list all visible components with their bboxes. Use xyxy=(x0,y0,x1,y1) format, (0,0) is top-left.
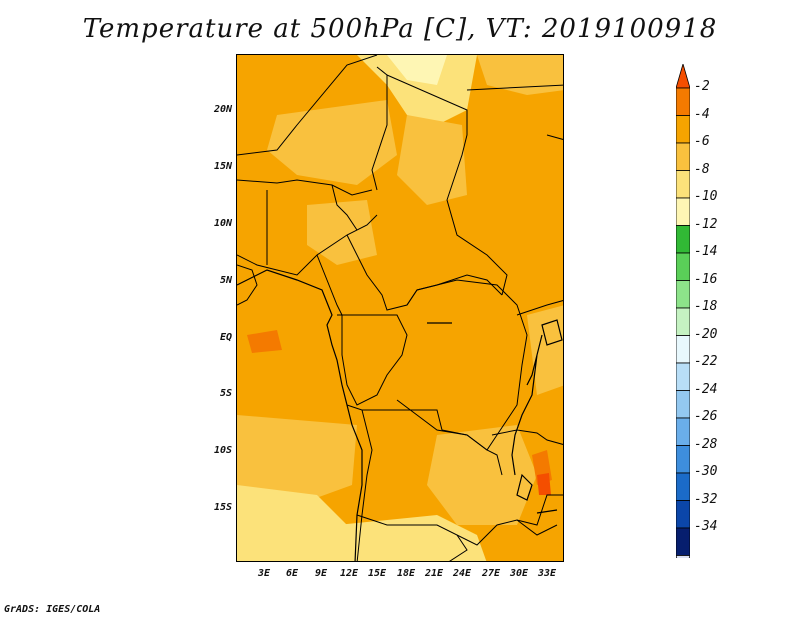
colorbar-segment xyxy=(676,445,690,474)
colorbar-segment xyxy=(676,362,690,391)
lon-label: 6E xyxy=(285,568,299,579)
colorbar-tick-label: -26 xyxy=(694,409,718,424)
colorbar-tick-label: -10 xyxy=(694,189,718,204)
colorbar-segment xyxy=(676,527,690,556)
map-panel xyxy=(236,54,564,562)
lon-label: 24E xyxy=(452,568,472,579)
coastline xyxy=(237,269,563,561)
colorbar-segment xyxy=(676,225,690,254)
colorbar-tick-label: -6 xyxy=(694,134,710,149)
colorbar-max-arrow xyxy=(676,64,690,89)
colorbar-segment xyxy=(676,142,690,171)
colorbar xyxy=(676,64,690,558)
field-palest-north xyxy=(387,55,447,85)
credit-text: GrADS: IGES/COLA xyxy=(4,604,101,615)
colorbar-tick-label: -4 xyxy=(694,106,710,122)
colorbar-segment xyxy=(676,197,690,226)
colorbar-tick-label: -28 xyxy=(694,436,718,452)
field-yellow-east xyxy=(527,305,563,395)
field-yellow-nigeria xyxy=(307,200,377,265)
colorbar-segment xyxy=(676,252,690,281)
colorbar-segment xyxy=(676,472,690,501)
temperature-map xyxy=(237,55,563,561)
lat-label: 5N xyxy=(219,275,232,286)
lon-label: 27E xyxy=(481,568,501,579)
colorbar-tick-label: -16 xyxy=(694,271,718,287)
colorbar-tick-label: -32 xyxy=(694,491,718,507)
field-yellow-se xyxy=(427,425,537,525)
lat-label: 10S xyxy=(213,445,232,456)
lat-label: 15N xyxy=(213,161,232,172)
chart-title: Temperature at 500hPa [C], VT: 201910091… xyxy=(82,14,718,44)
colorbar-segment xyxy=(676,170,690,199)
colorbar-segment xyxy=(676,280,690,309)
lat-label: 15S xyxy=(213,502,232,513)
field-yellow-chad xyxy=(397,115,467,205)
lon-label: 3E xyxy=(257,568,271,579)
field-warm-spot-w xyxy=(247,330,282,353)
colorbar-min-arrow xyxy=(676,555,690,558)
lat-label: 5S xyxy=(219,388,232,399)
colorbar-tick-label: -24 xyxy=(694,381,718,397)
field-hot-spot-e xyxy=(537,473,551,495)
colorbar-segment xyxy=(676,307,690,336)
colorbar-segment xyxy=(676,390,690,419)
field-light-sw xyxy=(237,485,376,561)
field-yellow-ne xyxy=(477,55,563,95)
colorbar-tick-label: -18 xyxy=(694,299,718,314)
lat-label: 10N xyxy=(213,218,232,229)
field-light-s xyxy=(337,515,487,561)
lon-label: 33E xyxy=(537,568,557,579)
colorbar-tick-label: -20 xyxy=(694,326,718,342)
colorbar-tick-label: -22 xyxy=(694,354,718,369)
lon-label: 21E xyxy=(424,568,444,579)
colorbar-tick-label: -34 xyxy=(694,519,718,534)
colorbar-tick-label: -12 xyxy=(694,216,718,232)
field-light-north xyxy=(357,55,477,125)
lat-label: 20N xyxy=(213,104,232,115)
lon-label: 30E xyxy=(509,568,529,579)
lon-label: 18E xyxy=(396,568,416,579)
country-borders xyxy=(237,55,563,561)
colorbar-tick-label: -30 xyxy=(694,464,718,479)
colorbar-tick-label: -2 xyxy=(694,79,710,94)
lat-label: EQ xyxy=(219,332,232,343)
colorbar-tick-label: -8 xyxy=(694,161,710,177)
colorbar-segment xyxy=(676,335,690,364)
lon-label: 15E xyxy=(367,568,387,579)
colorbar-segment xyxy=(676,417,690,446)
lon-label: 9E xyxy=(314,568,328,579)
colorbar-segment xyxy=(676,115,690,144)
colorbar-segment xyxy=(676,87,690,116)
colorbar-tick-label: -14 xyxy=(694,244,718,259)
lon-label: 12E xyxy=(339,568,359,579)
field-yellow-sw xyxy=(237,415,357,505)
colorbar-segment xyxy=(676,500,690,529)
